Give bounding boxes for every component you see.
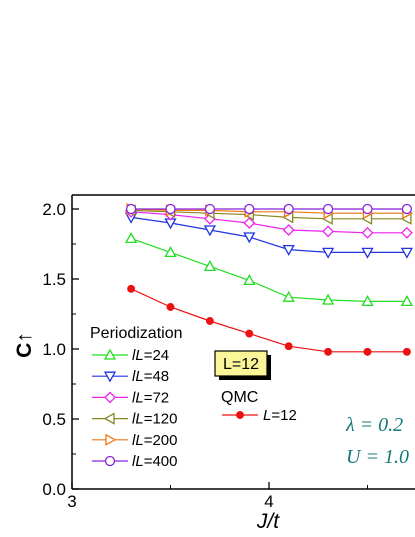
data-point [127,284,136,293]
series-layer [124,202,414,356]
legend-label: lL=400 [132,453,177,470]
tick-labels: 0.0 0.5 1.0 1.5 2.0 3 4 [42,200,273,511]
data-point [243,217,256,229]
legend-entry: lL=72 [92,389,169,406]
data-point [203,225,217,237]
data-point [165,203,176,215]
system-size-box-label: L=12 [223,356,259,373]
x-tick-label: 3 [67,492,76,511]
legend-entries: lL=24 lL=48 lL=72 lL=120 lL=200 lL=400 [92,347,177,470]
legend-marker [103,348,117,360]
data-point [244,203,255,215]
series-line [131,208,407,214]
qmc-entries: L=12 [222,407,297,424]
series-l12 [127,284,411,356]
data-point [166,303,175,311]
legend-entry: lL=48 [92,368,169,385]
data-point [282,224,295,236]
plot-axes [71,194,415,490]
y-tick-label: 2.0 [42,200,66,219]
data-point [284,342,293,351]
series-ll48 [124,212,414,259]
data-point [361,247,374,259]
parameter-annotation: λ = 0.2 U = 1.0 [345,414,409,468]
legend-marker [236,411,244,419]
legend-label: L=12 [263,407,297,424]
data-point [400,226,413,239]
data-point [282,290,295,302]
data-point [164,246,177,258]
data-point [245,329,254,338]
data-point [362,203,373,215]
y-tick-label: 0.5 [42,410,66,429]
data-point [401,203,413,215]
legend-label: lL=72 [132,389,169,406]
data-point [324,347,333,356]
legend-entry: lL=200 [92,432,177,449]
data-point [283,203,294,215]
data-point [124,232,138,244]
data-point [282,244,295,256]
legend-entry-qmc: L=12 [222,407,297,424]
legend-label: lL=24 [132,347,169,364]
data-point [322,225,335,238]
system-size-box: L=12 [214,350,271,380]
data-point [243,274,256,286]
data-point [205,317,214,325]
series-line [130,288,407,353]
data-point [204,203,216,215]
y-tick-label: 1.0 [42,340,66,359]
legend-entry: lL=120 [92,411,177,428]
qmc-legend: QMC L=12 [221,389,297,424]
x-tick-label: 4 [264,492,273,511]
x-axis-label: J/t [256,510,280,533]
series-line [131,211,407,234]
series-line [131,216,407,253]
data-point [243,232,256,244]
series-ll24 [124,232,414,307]
legend-label: lL=200 [132,432,177,449]
data-point [361,295,374,307]
legend-marker [103,412,115,425]
legend-entry: lL=24 [92,347,169,364]
legend-marker [103,371,117,383]
data-point [203,260,217,272]
series-ll400 [125,203,413,215]
legend-marker [104,455,116,467]
data-point [125,203,137,215]
data-point [400,247,414,259]
data-point [321,247,335,259]
tick-marks [71,208,368,490]
legend-title-qmc: QMC [221,389,258,406]
legend: Periodization lL=24 lL=48 lL=72 lL=120 lL=20… [90,325,183,470]
legend-marker [105,433,117,446]
y-tick-label: 0.0 [42,480,66,499]
y-axis-label: C↑ [13,332,36,358]
legend-label: lL=48 [132,368,169,385]
lambda-annotation: λ = 0.2 [345,414,403,436]
series-line [130,237,407,302]
u-annotation: U = 1.0 [346,446,409,468]
data-point [322,203,334,215]
legend-marker [104,391,116,404]
series-line [131,209,407,220]
legend-label: lL=120 [132,411,177,428]
system-size-box-fill [214,350,268,377]
legend-entry: lL=400 [92,453,177,470]
y-tick-label: 1.5 [42,270,66,289]
data-point [400,295,414,307]
legend-title-periodization: Periodization [90,325,183,342]
data-point [402,347,411,356]
data-point [321,293,335,305]
data-point [363,347,372,356]
data-point [361,226,374,239]
